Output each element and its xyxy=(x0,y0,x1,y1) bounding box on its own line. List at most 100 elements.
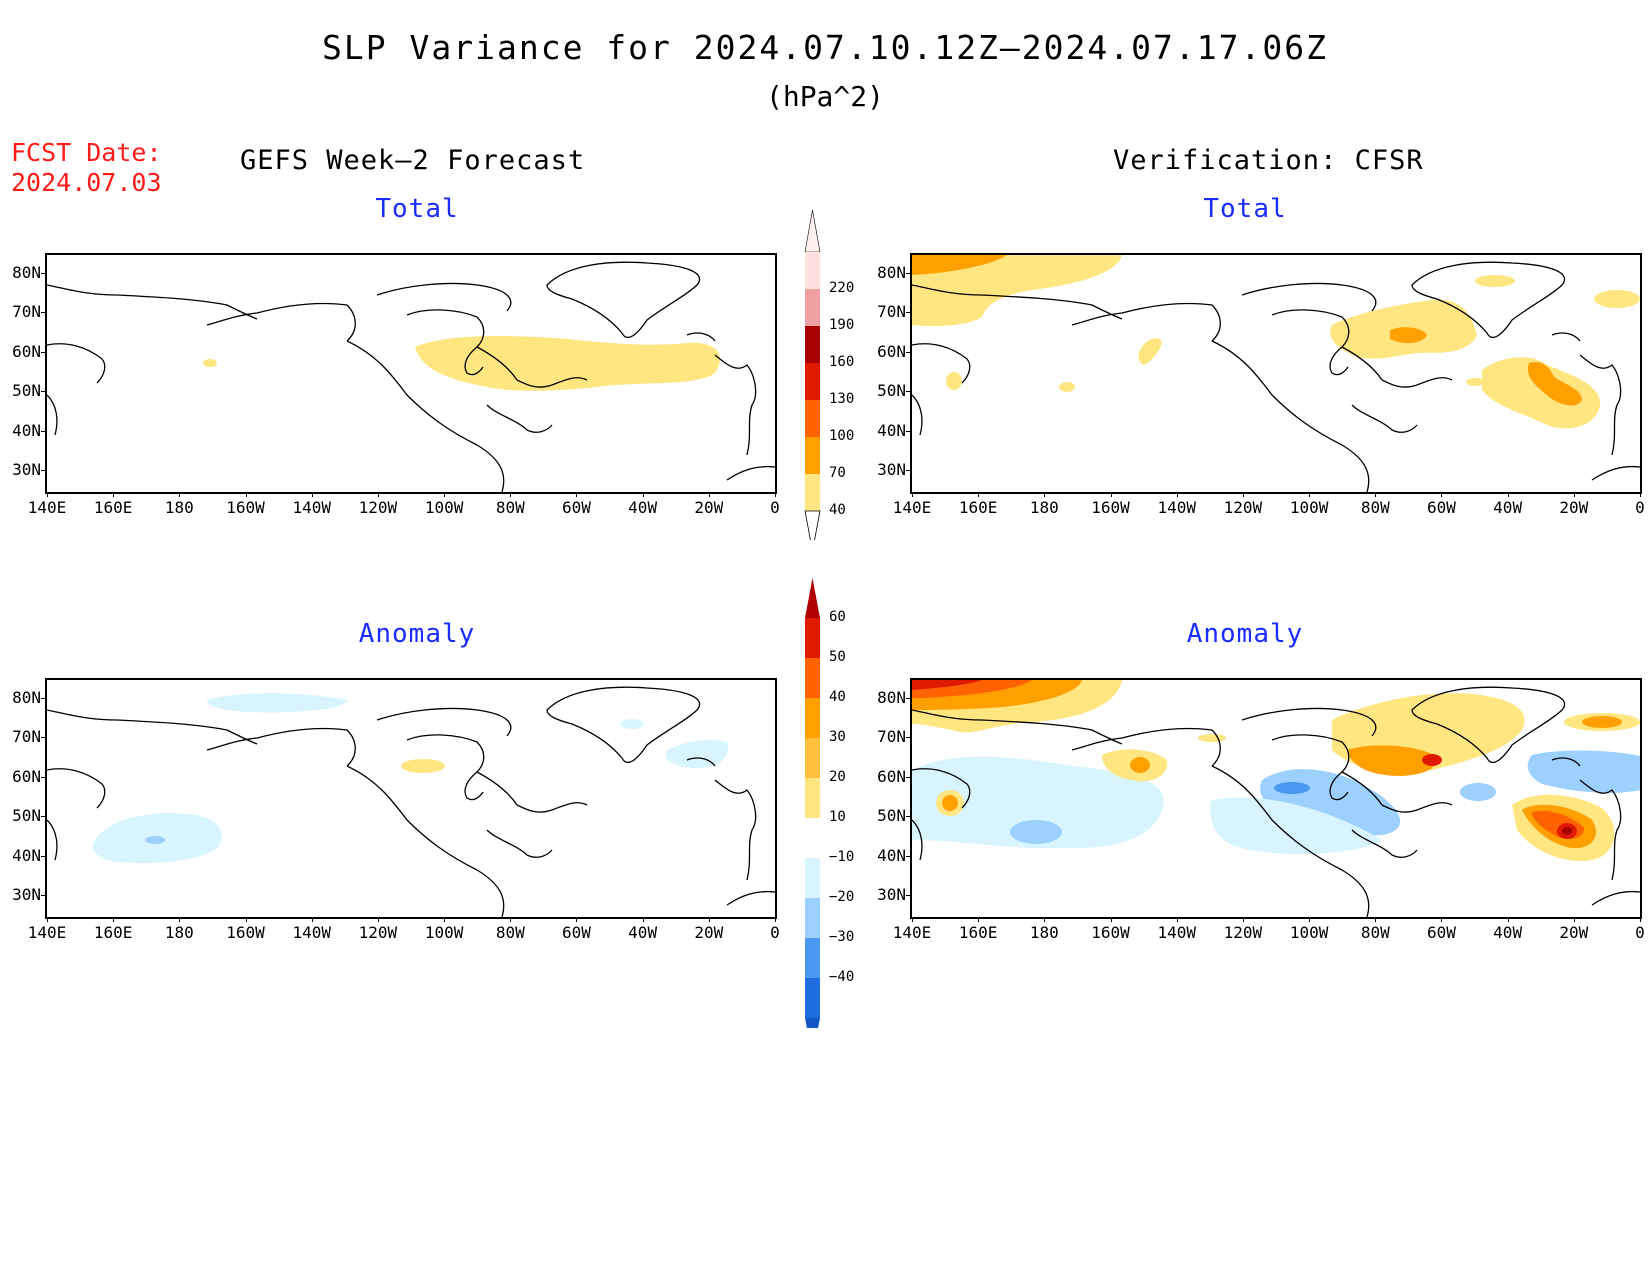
lon-tick-label: 20W xyxy=(1559,498,1589,517)
colorbar-anomaly-segment xyxy=(805,658,820,698)
colorbar-anomaly-segment xyxy=(805,858,820,898)
lon-tick-label: 140E xyxy=(892,498,932,517)
panel-title-verif-total: Total xyxy=(1203,194,1287,224)
colorbar-anomaly xyxy=(800,578,900,1058)
colorbar-anomaly-label: 30 xyxy=(829,729,846,745)
lon-tick-mark xyxy=(576,917,578,922)
lon-tick-label: 80W xyxy=(1360,498,1390,517)
lon-tick-label: 120W xyxy=(358,498,398,517)
lon-tick-label: 100W xyxy=(424,923,464,942)
coastline-segment xyxy=(1271,734,1383,806)
lat-tick-mark xyxy=(906,391,911,393)
lon-tick-mark xyxy=(47,492,48,497)
lat-tick-mark xyxy=(906,895,911,897)
lat-tick-label: 40N xyxy=(12,845,41,865)
coastline-segment xyxy=(486,829,553,858)
lon-tick-mark xyxy=(978,492,980,497)
colorbar-anomaly-segment xyxy=(805,738,820,778)
shading-verif-total xyxy=(912,255,1640,429)
map-forecast-anomaly-svg xyxy=(47,686,775,917)
colorbar-anomaly-label: −30 xyxy=(829,929,855,945)
coastline-segment xyxy=(726,890,775,906)
colorbar-anomaly-label: −20 xyxy=(829,889,855,905)
fcst-date-value: 2024.07.03 xyxy=(11,168,162,197)
lon-tick-label: 60W xyxy=(562,923,591,942)
lat-tick-label: 70N xyxy=(12,302,41,322)
lat-tick-mark xyxy=(906,737,911,739)
fcst-date-label: FCST Date: xyxy=(11,138,162,167)
lat-tick-label: 30N xyxy=(12,885,41,905)
colorbar-anomaly-label: 10 xyxy=(829,809,846,825)
coastline-segment xyxy=(47,394,58,436)
map-forecast-anomaly xyxy=(45,678,777,919)
lon-tick-mark xyxy=(1640,492,1641,497)
lon-tick-mark xyxy=(978,917,980,922)
lat-tick-mark xyxy=(906,470,911,472)
lon-tick-label: 80W xyxy=(1360,923,1390,942)
lon-tick-mark xyxy=(1110,917,1112,922)
lat-tick-label: 60N xyxy=(12,766,41,786)
coastline-segment xyxy=(1241,707,1377,737)
figure-units: (hPa^2) xyxy=(765,80,884,113)
lon-tick-mark xyxy=(444,917,446,922)
lon-tick-label: 140W xyxy=(292,923,331,942)
lon-tick-label: 120W xyxy=(1223,498,1263,517)
lat-tick-label: 50N xyxy=(12,806,41,826)
coastline-segment xyxy=(912,394,923,436)
lon-tick-label: 80W xyxy=(495,923,525,942)
coastline-segment xyxy=(1579,779,1622,881)
coastline-segment xyxy=(47,768,106,809)
coastline-segment xyxy=(206,727,356,767)
coastline-segment xyxy=(516,802,588,813)
lat-tick-mark xyxy=(41,391,46,393)
lon-tick-mark xyxy=(510,917,512,922)
lon-tick-mark xyxy=(1309,917,1311,922)
lon-tick-mark xyxy=(113,917,115,922)
colorbar-anomaly-segment xyxy=(805,778,820,818)
lat-tick-mark xyxy=(41,855,46,857)
coastline-segment xyxy=(1211,765,1370,917)
coastline-segment xyxy=(346,765,505,917)
colorbar-total-segment xyxy=(805,437,820,474)
lon-tick-mark xyxy=(576,492,578,497)
lon-tick-label: 160W xyxy=(1091,923,1130,942)
coastline-segment xyxy=(1071,302,1221,342)
lat-tick-mark xyxy=(41,816,46,818)
lon-tick-mark xyxy=(1441,917,1443,922)
lat-tick-mark xyxy=(906,273,911,275)
lat-tick-label: 60N xyxy=(12,341,41,361)
left-column-title: GEFS Week–2 Forecast xyxy=(240,145,586,176)
colorbar-anomaly-label: 20 xyxy=(829,769,846,785)
lon-tick-label: 20W xyxy=(694,923,724,942)
lat-tick-label: 80N xyxy=(877,688,906,708)
colorbar-total-label: 100 xyxy=(829,428,855,444)
lat-tick-label: 50N xyxy=(12,381,41,401)
lat-tick-label: 40N xyxy=(877,845,906,865)
colorbar-total-segment xyxy=(805,289,820,326)
colorbar-anomaly-svg xyxy=(805,578,820,1058)
colorbar-anomaly-segment xyxy=(805,618,820,658)
lon-tick-mark xyxy=(179,917,181,922)
colorbar-total-segment xyxy=(805,474,820,511)
lon-tick-label: 0 xyxy=(770,498,780,517)
lon-tick-mark xyxy=(377,917,379,922)
map-verif-total xyxy=(910,253,1642,494)
lat-tick-label: 70N xyxy=(877,302,906,322)
lon-tick-label: 100W xyxy=(1289,498,1329,517)
colorbar-anomaly-segment xyxy=(805,698,820,738)
coastline-forecast-total xyxy=(47,261,775,492)
coastline-verif-total xyxy=(912,261,1640,492)
colorbar-total-label: 70 xyxy=(829,465,846,481)
lat-tick-mark xyxy=(906,855,911,857)
panel-title-forecast-total: Total xyxy=(375,194,459,224)
coastline-segment xyxy=(546,686,700,763)
coastline-segment xyxy=(726,465,775,481)
lon-tick-label: 40W xyxy=(628,923,658,942)
lon-tick-mark xyxy=(1044,492,1046,497)
lat-tick-mark xyxy=(906,430,911,432)
shading-forecast-anomaly xyxy=(92,693,728,864)
map-verif-total-svg xyxy=(912,255,1640,492)
coastline-segment xyxy=(912,768,971,809)
lon-tick-label: 60W xyxy=(1427,923,1456,942)
lat-tick-mark xyxy=(906,351,911,353)
